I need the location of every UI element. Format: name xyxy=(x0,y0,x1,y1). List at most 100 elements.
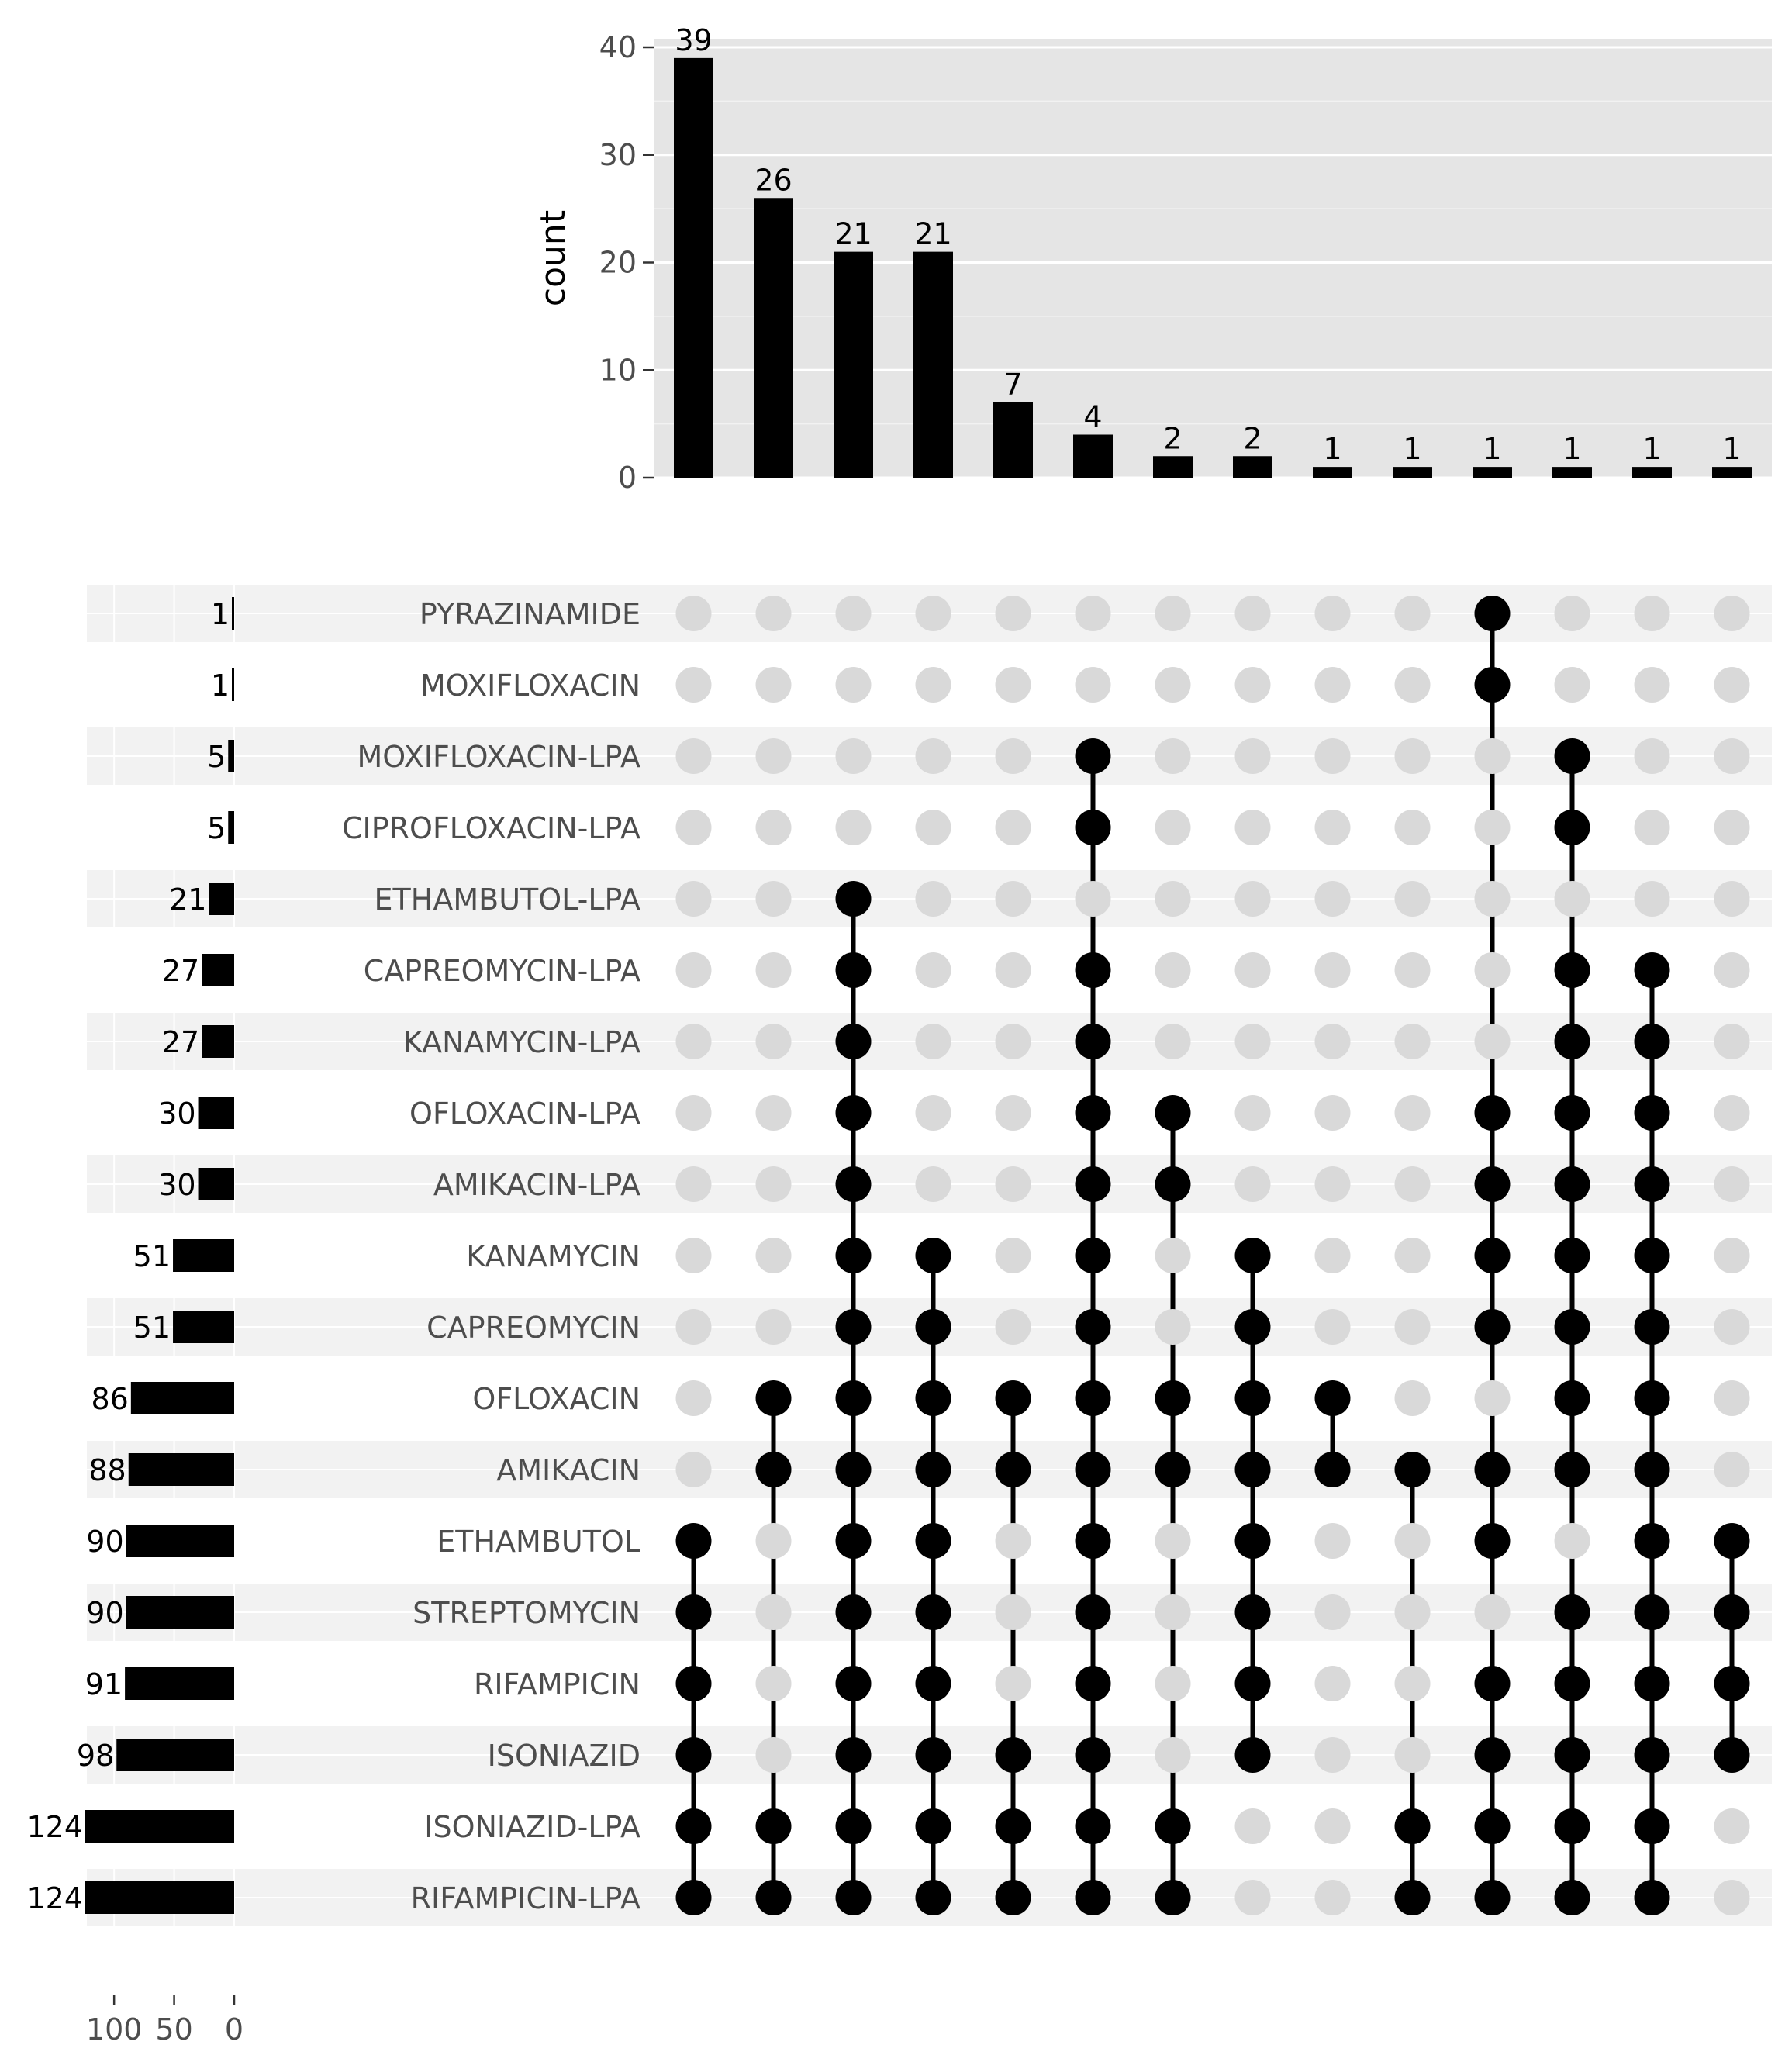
set-size-label: 90 xyxy=(86,1596,123,1630)
intersection-value-label: 7 xyxy=(1003,368,1022,402)
intersection-bar xyxy=(1313,467,1352,478)
active-dot xyxy=(835,881,872,917)
inactive-dot xyxy=(1075,596,1111,631)
active-dot xyxy=(1634,1666,1670,1701)
inactive-dot xyxy=(1394,1024,1431,1059)
set-name-label: CAPREOMYCIN-LPA xyxy=(364,954,640,988)
inactive-dot xyxy=(675,1238,712,1273)
active-dot xyxy=(835,1024,872,1059)
active-dot xyxy=(1634,1523,1670,1559)
inactive-dot xyxy=(995,952,1031,988)
intersection-bar xyxy=(1632,467,1672,478)
set-size-bar xyxy=(228,740,234,772)
inactive-dot xyxy=(995,667,1031,703)
inactive-dot xyxy=(755,1737,792,1773)
set-size-bar xyxy=(198,1168,234,1200)
active-dot xyxy=(1075,1737,1111,1773)
set-size-bar xyxy=(128,1453,234,1486)
inactive-dot xyxy=(1474,1380,1511,1416)
inactive-dot xyxy=(1394,1309,1431,1345)
intersection-value-label: 1 xyxy=(1323,432,1341,466)
inactive-dot xyxy=(1394,1737,1431,1773)
inactive-dot xyxy=(1314,1238,1351,1273)
active-dot xyxy=(915,1309,951,1345)
inactive-dot xyxy=(1394,1380,1431,1416)
inactive-dot xyxy=(1075,667,1111,703)
set-name-labels: PYRAZINAMIDE MOXIFLOXACIN MOXIFLOXACIN-LPA… xyxy=(342,597,640,1915)
intersection-plot-background xyxy=(654,39,1772,478)
active-dot xyxy=(835,1166,872,1202)
intersection-bar xyxy=(993,402,1033,478)
intersection-bar xyxy=(1473,467,1512,478)
inactive-dot xyxy=(995,738,1031,774)
active-dot xyxy=(675,1808,712,1844)
inactive-dot xyxy=(1314,667,1351,703)
active-dot xyxy=(1075,1166,1111,1202)
inactive-dot xyxy=(1714,667,1750,703)
active-dot xyxy=(995,1880,1031,1915)
active-dot xyxy=(1234,1523,1271,1559)
inactive-dot xyxy=(995,1024,1031,1059)
inactive-dot xyxy=(1155,1238,1191,1273)
inactive-dot xyxy=(1714,952,1750,988)
active-dot xyxy=(1075,1095,1111,1131)
set-name-label: STREPTOMYCIN xyxy=(413,1596,640,1630)
active-dot xyxy=(1155,1452,1191,1487)
active-dot xyxy=(1474,1095,1511,1131)
set-size-bar xyxy=(126,1525,234,1557)
y-tick-label: 0 xyxy=(618,461,637,495)
active-dot xyxy=(1714,1594,1750,1630)
inactive-dot xyxy=(675,738,712,774)
intersection-value-label: 39 xyxy=(675,23,712,57)
set-name-label: ETHAMBUTOL xyxy=(437,1525,640,1559)
active-dot xyxy=(1554,1380,1590,1416)
inactive-dot xyxy=(1394,738,1431,774)
active-dot xyxy=(1075,1666,1111,1701)
intersection-value-label: 21 xyxy=(914,217,951,251)
active-dot xyxy=(1394,1452,1431,1487)
inactive-dot xyxy=(675,881,712,917)
matrix-dots xyxy=(675,596,1750,1915)
set-name-label: PYRAZINAMIDE xyxy=(420,597,640,631)
intersection-value-label: 21 xyxy=(834,217,872,251)
active-dot xyxy=(835,1880,872,1915)
inactive-dot xyxy=(1714,1238,1750,1273)
inactive-dot xyxy=(755,596,792,631)
size-axis-tick-label: 50 xyxy=(155,2012,192,2047)
active-dot xyxy=(1474,1666,1511,1701)
y-tick-label: 20 xyxy=(599,246,637,280)
active-dot xyxy=(755,1808,792,1844)
set-size-bar xyxy=(173,1239,234,1272)
inactive-dot xyxy=(1714,1166,1750,1202)
active-dot xyxy=(1075,1380,1111,1416)
inactive-dot xyxy=(915,738,951,774)
set-size-bar xyxy=(202,954,234,986)
inactive-dot xyxy=(1314,1095,1351,1131)
intersection-bar xyxy=(1153,456,1193,478)
inactive-dot xyxy=(1314,596,1351,631)
set-size-bar xyxy=(116,1739,234,1771)
set-size-label: 1 xyxy=(211,668,230,703)
set-size-label: 98 xyxy=(77,1739,114,1773)
set-size-bar xyxy=(85,1810,234,1843)
inactive-dot xyxy=(1155,1024,1191,1059)
inactive-dot xyxy=(1714,1880,1750,1915)
inactive-dot xyxy=(1314,810,1351,845)
inactive-dot xyxy=(1155,1666,1191,1701)
inactive-dot xyxy=(1634,881,1670,917)
set-matrix: PYRAZINAMIDE MOXIFLOXACIN MOXIFLOXACIN-LPA… xyxy=(87,585,1772,1926)
inactive-dot xyxy=(1314,1523,1351,1559)
set-size-label: 21 xyxy=(169,883,206,917)
set-size-label: 51 xyxy=(133,1311,171,1345)
inactive-dot xyxy=(1155,1309,1191,1345)
inactive-dot xyxy=(1314,952,1351,988)
set-size-label: 30 xyxy=(158,1168,195,1202)
inactive-dot xyxy=(755,1666,792,1701)
active-dot xyxy=(1075,952,1111,988)
active-dot xyxy=(1554,738,1590,774)
inactive-dot xyxy=(1314,1880,1351,1915)
active-dot xyxy=(1234,1452,1271,1487)
active-dot xyxy=(675,1523,712,1559)
inactive-dot xyxy=(1634,667,1670,703)
